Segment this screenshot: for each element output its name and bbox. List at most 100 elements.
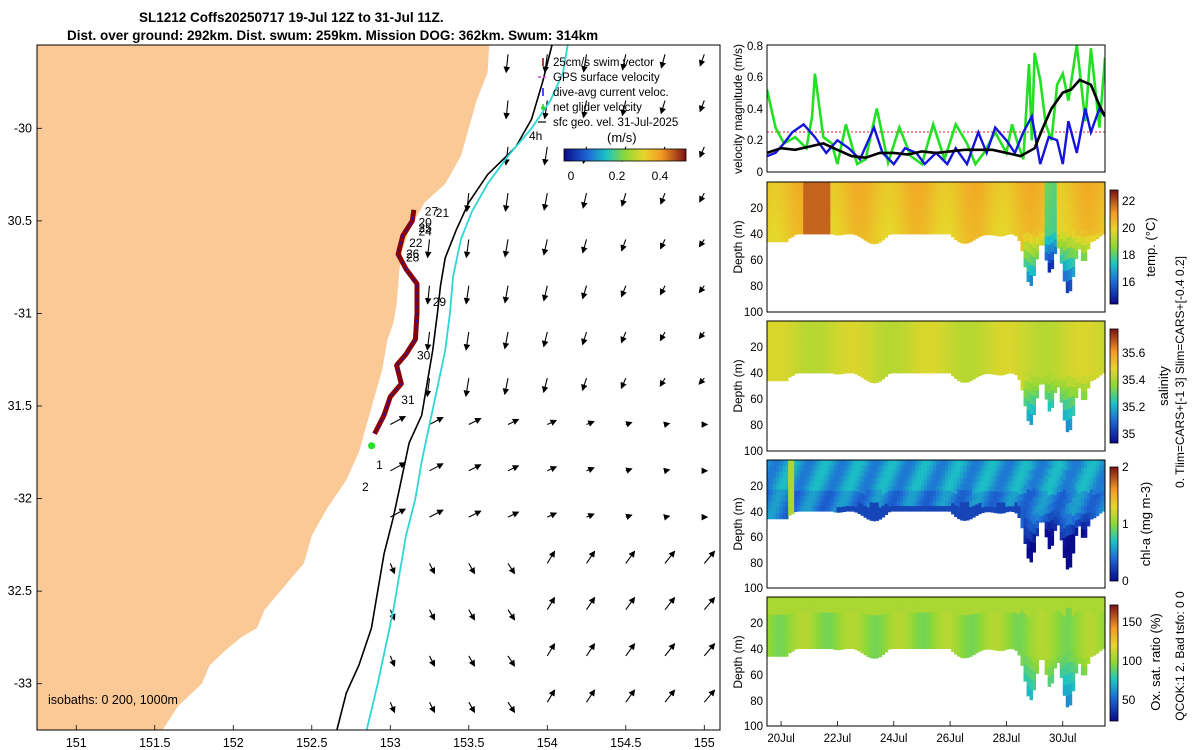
current-vector	[586, 596, 596, 611]
current-vector	[429, 416, 444, 425]
legend-4h: 4h	[529, 129, 542, 143]
current-vector	[424, 285, 432, 305]
sal-ytick-20: 20	[750, 342, 763, 354]
current-vector	[542, 146, 549, 166]
current-vector	[390, 462, 407, 472]
figure-subtitle: Dist. over ground: 292km. Dist. swum: 25…	[67, 28, 599, 43]
track-start-marker	[368, 442, 376, 450]
current-vector	[664, 550, 676, 564]
current-vector	[699, 146, 706, 159]
current-vector	[429, 655, 435, 667]
ox-ytick-100: 100	[744, 721, 763, 733]
map-ytick-label: 32.5	[8, 584, 32, 598]
temperature-cbar-ticks: 22 20 18 16	[1122, 194, 1136, 289]
temperature-panel: 20 40 60 80 100 Depth (m) 22 20 18 16 te…	[731, 181, 1158, 319]
current-vector	[424, 378, 432, 398]
vel-ytick-0.4: 0.4	[747, 104, 764, 116]
current-vector	[502, 331, 510, 350]
current-vector	[698, 377, 706, 385]
chlorophyll-frame	[766, 459, 1106, 589]
current-vector	[542, 100, 549, 120]
velocity-frame	[766, 44, 1106, 173]
current-vector	[581, 331, 588, 346]
current-vector	[546, 596, 556, 610]
temp-ytick-20: 20	[750, 203, 763, 215]
map-xtick-label: 154.5	[610, 736, 641, 750]
salinity-colorbar	[1109, 328, 1119, 444]
map-legend: 25cm/s swim vector GPS surface velocity …	[529, 57, 687, 183]
current-vector	[429, 563, 435, 575]
current-vector	[389, 563, 396, 575]
current-vector	[586, 689, 596, 703]
series-speed	[767, 78, 1105, 160]
chl-ytick-100: 100	[744, 583, 763, 595]
current-vector	[659, 331, 666, 342]
chl-cbar-2: 2	[1122, 460, 1129, 474]
map-ytick-label: -33	[14, 677, 32, 691]
day-label: 22	[409, 236, 423, 250]
map-xtick-label: 153	[380, 736, 401, 750]
chl-ytick-40: 40	[750, 507, 763, 519]
map-ytick-label: -31	[14, 306, 32, 320]
side-note-qc: QCOK:1 2. Bad tsfo: 0 0	[1173, 591, 1187, 721]
current-vector	[586, 513, 595, 520]
day-label: 31	[401, 393, 415, 407]
current-vector	[586, 642, 596, 657]
current-vector	[390, 415, 407, 425]
current-vector	[581, 285, 588, 300]
map-ytick-label: 31.5	[8, 399, 32, 413]
current-vector	[664, 596, 676, 611]
current-vector	[507, 563, 516, 575]
ox-cbar-150: 150	[1122, 615, 1142, 629]
date-tick-label: 24Jul	[880, 733, 908, 745]
current-vector	[625, 596, 636, 611]
current-vector	[468, 464, 482, 472]
map-xtick-label: 153.5	[453, 736, 484, 750]
day-label: 1	[376, 458, 383, 472]
velocity-panel: 0 0.2 0.4 0.6 0.8 velocity magnitude (m/…	[731, 41, 1106, 179]
chlorophyll-cbar-label: chl-a (mg m-3)	[1138, 482, 1153, 567]
ox-ytick-60: 60	[750, 670, 763, 682]
current-vector	[663, 467, 671, 475]
current-vector	[581, 100, 588, 119]
current-vector	[463, 239, 471, 259]
legend-label-sfc: sfc geo. vel. 31-Jul-2025	[553, 117, 678, 129]
current-vector	[502, 239, 510, 258]
day-label: 29	[433, 295, 447, 309]
vel-ytick-0.8: 0.8	[747, 41, 763, 53]
current-vector	[546, 642, 556, 657]
isobath-1000m	[365, 45, 569, 730]
current-vector	[698, 331, 706, 340]
series-net-glider-velocity	[767, 45, 1105, 168]
current-vector	[541, 285, 549, 302]
current-vector	[586, 420, 595, 427]
current-vector	[620, 192, 627, 207]
ox-ytick-40: 40	[750, 644, 763, 656]
current-vector	[586, 550, 596, 564]
current-vector	[463, 285, 471, 305]
day-label: 2	[362, 480, 369, 494]
oxygen-yticks: 20 40 60 80 100	[744, 618, 763, 733]
oxygen-frame	[766, 596, 1106, 727]
current-vector	[389, 655, 396, 667]
date-axis: 20Jul 22Jul 24Jul 26Jul 28Jul 30Jul	[767, 721, 1077, 745]
current-vector	[468, 655, 476, 667]
sal-cbar-35: 35	[1122, 427, 1136, 441]
current-vector	[625, 643, 636, 657]
salinity-field	[767, 321, 1105, 433]
temp-ytick-100: 100	[744, 307, 763, 319]
temp-ytick-60: 60	[750, 255, 763, 267]
current-vector	[699, 100, 706, 113]
series-dive-avg-current	[767, 105, 1105, 167]
salinity-yticks: 20 40 60 80 100	[744, 342, 763, 458]
colorbar-tick-0.2: 0.2	[609, 169, 626, 183]
map-xtick-label: 152.5	[296, 736, 327, 750]
current-vector	[581, 54, 588, 73]
chlorophyll-colorbar	[1109, 466, 1119, 582]
current-vector	[502, 193, 510, 212]
map-xtick-label: 151	[66, 736, 87, 750]
isobath-note: isobaths: 0 200, 1000m	[48, 693, 178, 707]
current-vector	[507, 655, 516, 667]
salinity-panel: 20 40 60 80 100 Depth (m) 35.6 35.4 35.2…	[731, 320, 1171, 458]
